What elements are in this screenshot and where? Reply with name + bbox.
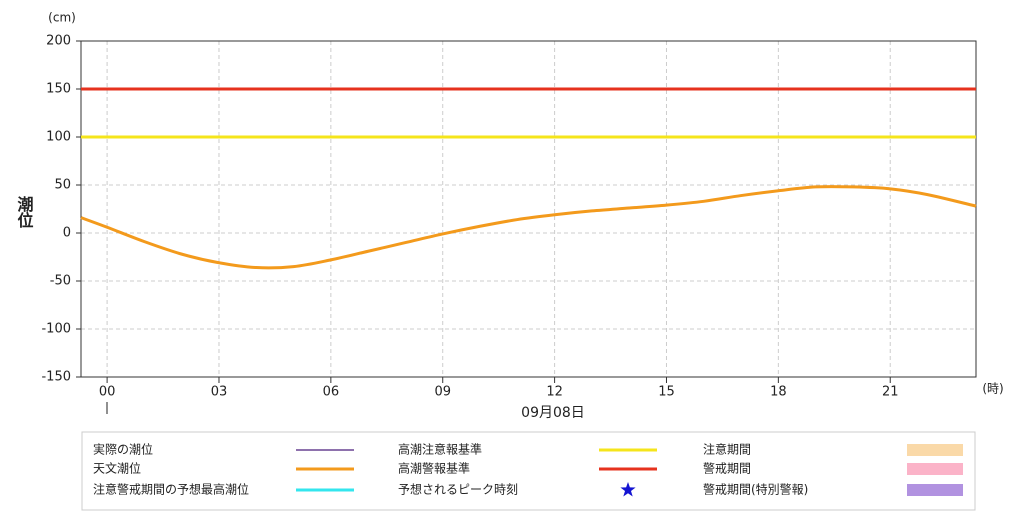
y-tick-label: -100 <box>41 322 71 337</box>
x-tick-label: 06 <box>323 385 340 400</box>
legend-label: 注意警戒期間の予想最高潮位 <box>93 482 249 497</box>
legend-label: 予想されるピーク時刻 <box>398 482 518 497</box>
x-tick-label: 09 <box>434 385 451 400</box>
legend-label: 注意期間 <box>703 442 751 457</box>
x-tick-label: 18 <box>770 385 787 400</box>
legend-label: 高潮注意報基準 <box>398 442 482 457</box>
legend-label: 警戒期間(特別警報) <box>703 482 808 497</box>
x-tick-label: 21 <box>882 385 899 400</box>
x-tick-label: 12 <box>546 385 563 400</box>
legend-label: 高潮警報基準 <box>398 461 470 476</box>
legend-label: 警戒期間 <box>703 461 751 476</box>
y-tick-label: -50 <box>50 274 71 289</box>
y-axis-label: 潮位 <box>15 195 34 229</box>
legend-box <box>81 431 976 511</box>
date-label: 09月08日 <box>521 405 585 421</box>
legend-swatch <box>907 444 963 456</box>
y-tick-label: 0 <box>63 226 71 241</box>
y-tick-label: 50 <box>54 178 71 193</box>
series-line <box>80 185 977 270</box>
x-tick-label: 15 <box>658 385 675 400</box>
y-tick-label: 150 <box>46 82 71 97</box>
legend-swatch <box>907 463 963 475</box>
y-tick-label: 200 <box>46 34 71 49</box>
legend-label: 天文潮位 <box>93 461 141 476</box>
legend-swatch <box>907 484 963 496</box>
legend-label: 実際の潮位 <box>93 442 153 457</box>
y-unit: (cm) <box>48 11 76 25</box>
y-tick-label: 100 <box>46 130 71 145</box>
plot-frame <box>80 40 977 378</box>
legend-swatch <box>620 482 636 497</box>
x-tick-label: 00 <box>99 385 116 400</box>
y-tick-label: -150 <box>41 370 71 385</box>
x-tick-label: 03 <box>211 385 228 400</box>
x-unit: (時) <box>982 382 1003 396</box>
